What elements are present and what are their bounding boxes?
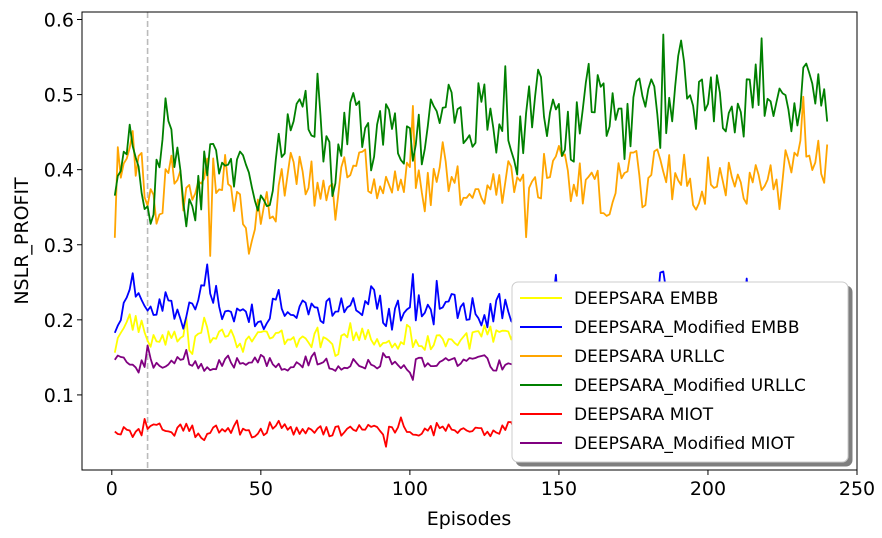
legend-label: DEEPSARA_Modified MIOT <box>574 434 795 454</box>
y-axis: 0.1 0.2 0.3 0.4 0.5 0.6 <box>44 10 82 407</box>
y-tick-label: 0.6 <box>44 10 74 32</box>
y-axis-label: NSLR_PROFIT <box>11 177 33 305</box>
legend: DEEPSARA EMBB DEEPSARA_Modified EMBB DEEPS… <box>511 281 849 463</box>
legend-label: DEEPSARA URLLC <box>574 347 725 367</box>
y-tick-label: 0.1 <box>44 385 74 407</box>
x-tick-label: 0 <box>106 478 118 500</box>
y-tick-label: 0.2 <box>44 310 74 332</box>
plot-area-frame <box>81 11 858 471</box>
y-tick-label: 0.4 <box>44 160 74 182</box>
x-tick-label: 100 <box>392 478 428 500</box>
y-tick-label: 0.5 <box>44 85 74 107</box>
y-tick-label: 0.3 <box>44 235 74 257</box>
legend-label: DEEPSARA_Modified EMBB <box>574 318 800 338</box>
series-line <box>113 95 829 257</box>
x-axis-label: Episodes <box>427 508 512 530</box>
legend-box <box>511 281 849 463</box>
legend-label: DEEPSARA_Modified URLLC <box>574 376 806 396</box>
x-tick-label: 50 <box>249 478 273 500</box>
x-tick-label: 200 <box>690 478 726 500</box>
legend-label: DEEPSARA MIOT <box>574 405 714 425</box>
legend-label: DEEPSARA EMBB <box>574 289 718 309</box>
x-tick-label: 150 <box>541 478 577 500</box>
x-tick-label: 250 <box>839 478 875 500</box>
series-line <box>113 33 829 228</box>
x-axis: 0 50 100 150 200 250 <box>106 470 875 500</box>
